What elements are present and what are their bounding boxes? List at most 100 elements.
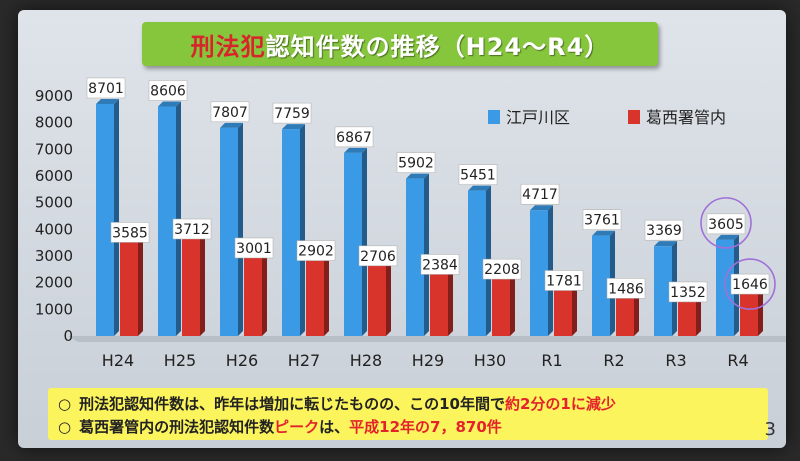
data-label-kasai-R2-text: 1486 — [608, 281, 644, 297]
bar-edogawa-H28-front — [344, 152, 362, 336]
data-label-kasai-R4: 1646 — [730, 273, 770, 295]
bar-kasai-H29-side — [448, 267, 453, 336]
bar-kasai-H27 — [306, 253, 329, 336]
y-tick-label: 5000 — [35, 194, 73, 212]
y-tick-label: 3000 — [35, 247, 73, 265]
data-label-edogawa-R4: 3605 — [706, 213, 746, 235]
data-label-kasai-R2: 1486 — [606, 278, 646, 299]
page-number: 3 — [764, 419, 776, 440]
data-label-edogawa-H30-text: 5451 — [460, 168, 496, 184]
data-label-edogawa-H26-text: 7807 — [212, 105, 248, 121]
data-label-kasai-R2-box — [606, 278, 646, 299]
bar-kasai-H26 — [244, 250, 267, 336]
bar-edogawa-H25-side — [176, 101, 181, 336]
data-label-edogawa-R4-text: 3605 — [708, 217, 744, 233]
bar-kasai-H27-side — [324, 253, 329, 336]
note-1-text: 刑法犯認知件数は、昨年は増加に転じたものの、この10年間で — [79, 395, 505, 413]
slide: 刑法犯 認知件数の推移（H24～R4） 0 1000 2000 3000 4000 5000… — [18, 10, 786, 448]
bar-kasai-H30 — [492, 272, 515, 336]
bar-kasai-H25-front — [182, 237, 200, 336]
bar-edogawa-H28-side — [362, 147, 367, 336]
bar-edogawa-H25 — [158, 101, 181, 336]
title-part-trend: 認知件数の推移（H24～R4） — [265, 32, 610, 61]
x-tick-label: R1 — [541, 351, 562, 370]
note-2-highlight-peak: ピーク — [274, 418, 320, 436]
data-label-kasai-H28-text: 2706 — [360, 249, 396, 265]
data-label-kasai-R4-box — [730, 273, 770, 295]
bar-kasai-R2-front — [616, 296, 634, 336]
bar-edogawa-H27-side — [300, 124, 305, 337]
y-tick-label: 7000 — [35, 140, 73, 158]
notes-box: ○ 刑法犯認知件数は、昨年は増加に転じたものの、この10年間で約2分の1に減少 ○… — [48, 388, 768, 440]
bar-kasai-H28-front — [368, 263, 386, 336]
bar-edogawa-H28-top — [344, 147, 367, 153]
data-label-edogawa-H30: 5451 — [458, 164, 498, 185]
data-label-edogawa-H25-box — [148, 80, 188, 101]
chart-floor — [68, 336, 786, 342]
bar-edogawa-R1-front — [530, 210, 548, 336]
data-label-edogawa-R1-box — [520, 183, 560, 205]
data-label-edogawa-H24-box — [86, 77, 126, 99]
data-label-edogawa-H29: 5902 — [396, 152, 436, 173]
note-line-1: ○ 刑法犯認知件数は、昨年は増加に転じたものの、この10年間で約2分の1に減少 — [58, 393, 616, 414]
bar-kasai-H29-front — [430, 272, 448, 336]
data-label-kasai-H24-box — [110, 222, 150, 243]
data-label-edogawa-H29-box — [396, 152, 436, 173]
bar-kasai-R4-side — [758, 287, 763, 336]
legend-label-kasai: 葛西署管内 — [646, 108, 726, 127]
data-label-kasai-H25-box — [172, 218, 212, 240]
note-2-text-middle: は、 — [319, 418, 350, 436]
x-tick-label: R3 — [665, 351, 686, 370]
bar-kasai-H28 — [368, 258, 391, 336]
data-label-kasai-R3-box — [668, 281, 708, 303]
y-tick-label: 1000 — [35, 300, 73, 318]
chart-title: 刑法犯 認知件数の推移（H24～R4） — [142, 22, 658, 66]
data-label-edogawa-H24: 8701 — [86, 77, 126, 99]
bullet-circle: ○ — [58, 395, 72, 413]
note-2-highlight-year: 平成12年の7，870件 — [349, 418, 502, 436]
data-label-kasai-H29: 2384 — [420, 254, 460, 275]
bar-edogawa-R3-front — [654, 246, 672, 336]
bar-kasai-R2-side — [634, 291, 639, 336]
data-label-kasai-R1: 1781 — [544, 270, 584, 291]
bar-kasai-R1-front — [554, 288, 572, 336]
legend-swatch-edogawa — [488, 110, 500, 124]
y-tick-label: 0 — [63, 327, 73, 345]
bar-kasai-R4 — [740, 287, 763, 336]
x-tick-label: H28 — [350, 351, 382, 370]
y-tick-label: 6000 — [35, 167, 73, 185]
bar-kasai-R1-side — [572, 283, 577, 336]
bar-kasai-H24-front — [120, 240, 138, 336]
bar-edogawa-H26 — [220, 122, 243, 337]
data-label-kasai-R3-text: 1352 — [670, 285, 706, 301]
data-label-edogawa-H28-box — [334, 126, 374, 148]
bar-edogawa-H25-top — [158, 101, 181, 107]
bar-edogawa-H24-side — [114, 98, 119, 337]
data-label-kasai-H30: 2208 — [482, 258, 522, 280]
data-label-kasai-H30-text: 2208 — [484, 262, 520, 278]
highlight-circle-kasai — [724, 258, 776, 310]
y-tick-label: 9000 — [35, 87, 73, 105]
bar-kasai-H29 — [430, 267, 453, 336]
data-label-kasai-R4-text: 1646 — [732, 277, 768, 293]
note-1-highlight: 約2分の1に減少 — [504, 395, 616, 413]
bar-edogawa-H27-front — [282, 129, 300, 336]
data-label-kasai-H29-text: 2384 — [422, 257, 458, 273]
data-label-edogawa-H26-box — [210, 101, 250, 123]
data-label-edogawa-R3-text: 3369 — [646, 223, 682, 239]
x-tick-label: R4 — [727, 351, 748, 370]
data-label-edogawa-R4-box — [706, 213, 746, 235]
data-label-kasai-H27-box — [296, 240, 336, 261]
bar-kasai-R3-front — [678, 299, 696, 336]
bar-edogawa-H24-top — [96, 98, 119, 104]
bar-edogawa-H28 — [344, 147, 367, 336]
bar-kasai-H25-side — [200, 232, 205, 336]
data-label-edogawa-H27-text: 7759 — [274, 106, 310, 122]
data-label-edogawa-H26: 7807 — [210, 101, 250, 123]
data-label-edogawa-H27-box — [272, 102, 312, 124]
data-label-kasai-H25-text: 3712 — [174, 222, 210, 238]
bar-edogawa-H30-top — [468, 185, 491, 191]
data-label-kasai-H27: 2902 — [296, 240, 336, 261]
bar-edogawa-H26-front — [220, 127, 238, 337]
highlight-circle-edogawa — [700, 197, 752, 249]
